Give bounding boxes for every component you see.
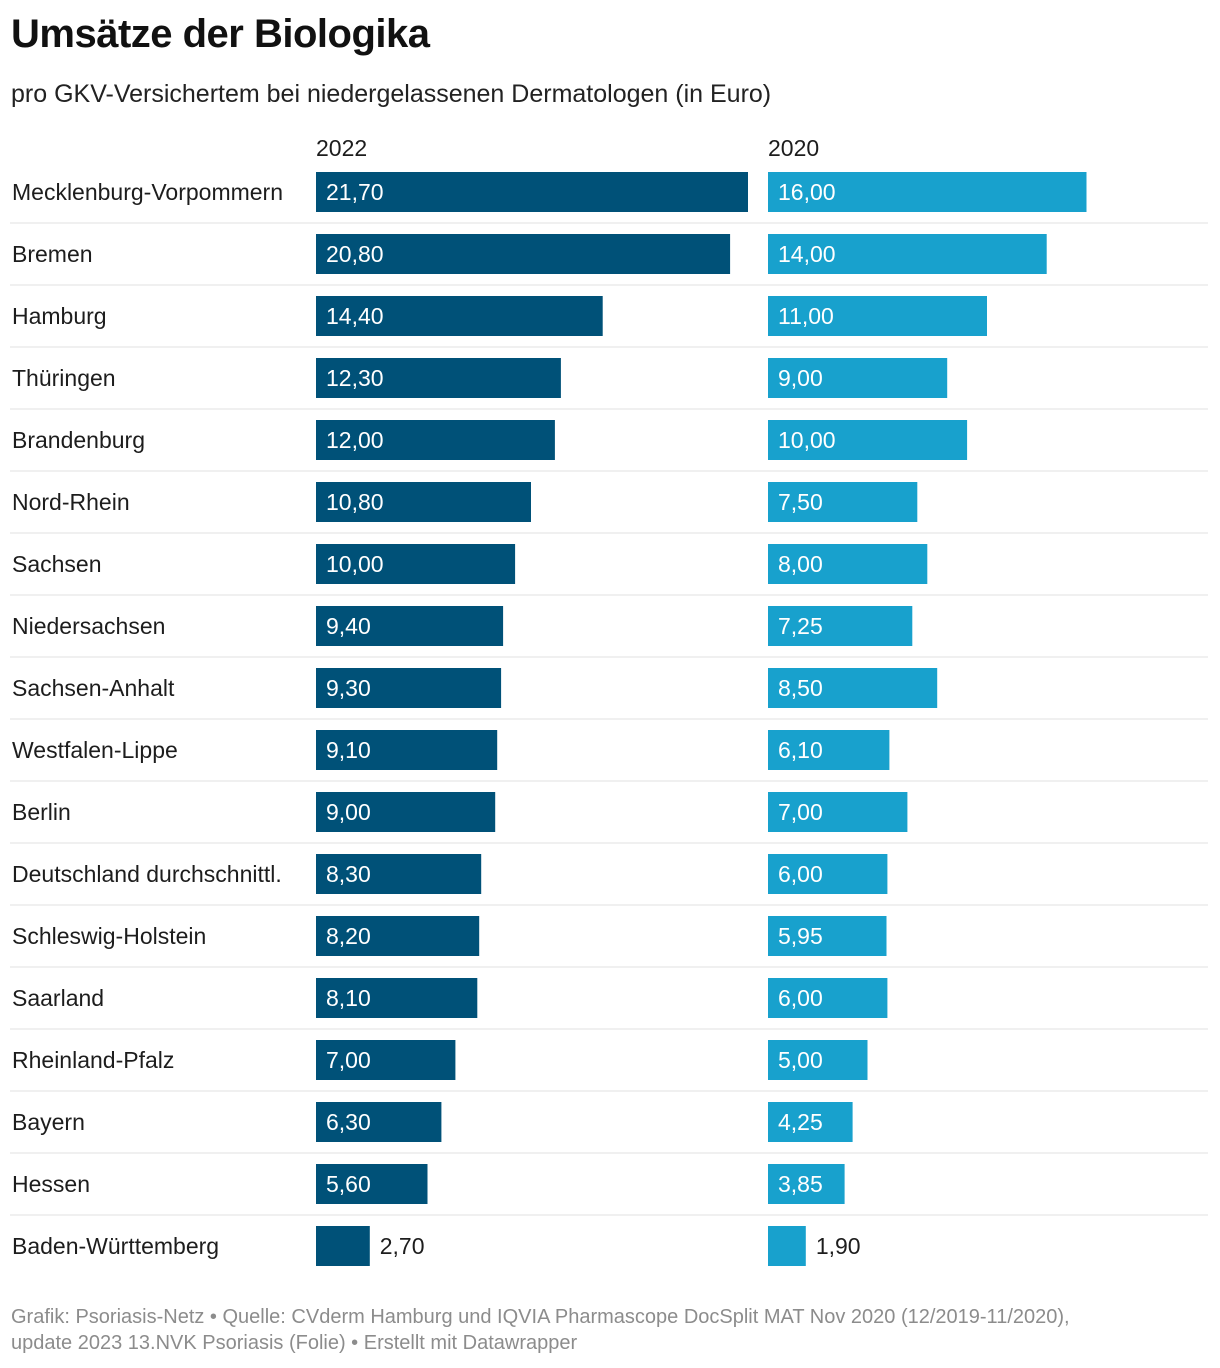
data-label-2020: 7,00 — [778, 799, 823, 825]
chart-footer: Grafik: Psoriasis-Netz • Quelle: CVderm … — [11, 1304, 1211, 1356]
data-label-2022: 8,20 — [326, 923, 371, 949]
series-header-2022: 2022 — [316, 135, 367, 161]
bar-2020 — [768, 544, 928, 584]
data-label-2022: 10,00 — [326, 551, 384, 577]
data-label-2020: 16,00 — [778, 179, 836, 205]
data-label-2020: 5,95 — [778, 923, 823, 949]
data-label-2020: 1,90 — [816, 1233, 861, 1259]
bar-2022 — [316, 234, 731, 274]
bar-2020 — [768, 1102, 853, 1142]
data-label-2020: 3,85 — [778, 1171, 823, 1197]
bar-2022 — [316, 978, 478, 1018]
data-label-2020: 8,50 — [778, 675, 823, 701]
bar-2022 — [316, 1040, 456, 1080]
data-label-2022: 8,10 — [326, 985, 371, 1011]
data-label-2022: 9,40 — [326, 613, 371, 639]
bar-2020 — [768, 606, 913, 646]
category-label: Saarland — [12, 985, 104, 1011]
chart-title: Umsätze der Biologika — [11, 12, 430, 56]
data-label-2020: 14,00 — [778, 241, 836, 267]
data-label-2022: 12,00 — [326, 427, 384, 453]
category-label: Rheinland-Pfalz — [12, 1047, 174, 1073]
bar-2022 — [316, 544, 516, 584]
data-label-2022: 7,00 — [326, 1047, 371, 1073]
bar-2020 — [768, 172, 1087, 212]
data-label-2020: 8,00 — [778, 551, 823, 577]
data-label-2020: 7,50 — [778, 489, 823, 515]
data-label-2022: 9,10 — [326, 737, 371, 763]
bar-2022 — [316, 792, 496, 832]
footer-credit-line: update 2023 13.NVK Psoriasis (Folie) • E… — [11, 1332, 578, 1354]
category-label: Thüringen — [12, 365, 116, 391]
data-label-2020: 9,00 — [778, 365, 823, 391]
bar-2020 — [768, 1226, 806, 1266]
bar-2022 — [316, 482, 531, 522]
data-label-2020: 6,00 — [778, 985, 823, 1011]
category-label: Sachsen — [12, 551, 102, 577]
data-label-2022: 8,30 — [326, 861, 371, 887]
series-header-2020: 2020 — [768, 135, 819, 161]
category-label: Hessen — [12, 1171, 90, 1197]
bar-2022 — [316, 1226, 370, 1266]
bar-2020 — [768, 358, 948, 398]
bar-2022 — [316, 606, 504, 646]
category-label: Baden-Württemberg — [12, 1233, 219, 1259]
data-label-2020: 6,10 — [778, 737, 823, 763]
bar-2022 — [316, 1102, 442, 1142]
bar-2020 — [768, 296, 987, 336]
bar-2022 — [316, 916, 480, 956]
bar-2022 — [316, 420, 555, 460]
bar-2022 — [316, 172, 748, 212]
category-label: Bayern — [12, 1109, 85, 1135]
category-label: Brandenburg — [12, 427, 145, 453]
data-label-2020: 4,25 — [778, 1109, 823, 1135]
category-label: Nord-Rhein — [12, 489, 130, 515]
bar-2020 — [768, 420, 968, 460]
bar-2022 — [316, 358, 561, 398]
bar-2020 — [768, 482, 918, 522]
data-label-2022: 6,30 — [326, 1109, 371, 1135]
bar-2022 — [316, 1164, 428, 1204]
data-label-2020: 6,00 — [778, 861, 823, 887]
bar-2020 — [768, 668, 938, 708]
data-label-2022: 21,70 — [326, 179, 384, 205]
data-label-2022: 5,60 — [326, 1171, 371, 1197]
category-label: Berlin — [12, 799, 71, 825]
bar-2022 — [316, 730, 498, 770]
category-label: Westfalen-Lippe — [12, 737, 178, 763]
bar-2020 — [768, 916, 887, 956]
category-label: Sachsen-Anhalt — [12, 675, 175, 701]
bar-2020 — [768, 730, 890, 770]
bar-2020 — [768, 854, 888, 894]
data-label-2020: 7,25 — [778, 613, 823, 639]
data-label-2022: 9,30 — [326, 675, 371, 701]
bar-2020 — [768, 978, 888, 1018]
chart-subtitle: pro GKV-Versichertem bei niedergelassene… — [11, 80, 772, 108]
data-label-2022: 14,40 — [326, 303, 384, 329]
category-label: Niedersachsen — [12, 613, 165, 639]
data-label-2020: 11,00 — [778, 303, 834, 329]
bar-2022 — [316, 296, 603, 336]
data-label-2020: 10,00 — [778, 427, 836, 453]
bar-2020 — [768, 792, 908, 832]
bar-2022 — [316, 854, 482, 894]
data-label-2022: 20,80 — [326, 241, 384, 267]
category-label: Hamburg — [12, 303, 107, 329]
data-label-2020: 5,00 — [778, 1047, 823, 1073]
bar-2020 — [768, 234, 1047, 274]
bar-2020 — [768, 1040, 868, 1080]
bar-2022 — [316, 668, 502, 708]
data-label-2022: 2,70 — [380, 1233, 425, 1259]
category-label: Bremen — [12, 241, 93, 267]
footer-source-line: Grafik: Psoriasis-Netz • Quelle: CVderm … — [11, 1306, 1070, 1328]
data-label-2022: 12,30 — [326, 365, 384, 391]
category-label: Deutschland durchschnittl. — [12, 861, 282, 887]
bar-2020 — [768, 1164, 845, 1204]
data-label-2022: 10,80 — [326, 489, 384, 515]
data-label-2022: 9,00 — [326, 799, 371, 825]
category-label: Schleswig-Holstein — [12, 923, 206, 949]
category-label: Mecklenburg-Vorpommern — [12, 179, 283, 205]
